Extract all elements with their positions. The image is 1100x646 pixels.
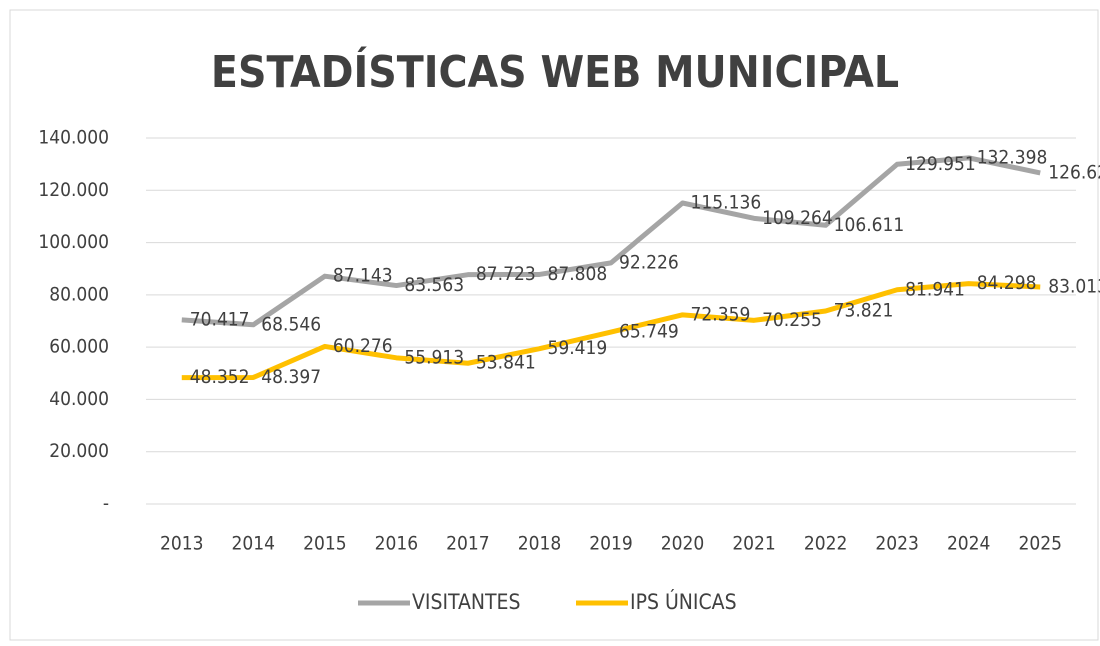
data-label: 83.013 [1048, 275, 1100, 297]
y-tick-label: 60.000 [49, 336, 109, 358]
series-line [181, 281, 1041, 381]
data-label: 132.398 [977, 146, 1048, 168]
data-label: 92.226 [619, 251, 679, 273]
data-label: 48.352 [190, 366, 250, 388]
x-tick-label: 2013 [160, 533, 204, 555]
chart-title: ESTADÍSTICAS WEB MUNICIPAL [211, 45, 899, 98]
data-label: 53.841 [476, 352, 536, 374]
y-tick-label: 80.000 [49, 283, 109, 305]
y-tick-label: 140.000 [38, 127, 109, 149]
legend-label: VISITANTES [412, 590, 520, 614]
data-label: 73.821 [834, 300, 894, 322]
data-label: 106.611 [834, 214, 905, 236]
data-label: 126.627 [1048, 161, 1100, 183]
data-label: 109.264 [762, 207, 833, 229]
data-label: 129.951 [905, 153, 976, 175]
x-tick-label: 2016 [375, 533, 419, 555]
x-tick-label: 2018 [518, 533, 562, 555]
y-tick-label: 40.000 [49, 388, 109, 410]
data-label: 72.359 [691, 303, 751, 325]
data-label: 83.563 [404, 274, 464, 296]
data-label: 65.749 [619, 321, 679, 343]
chart-border [9, 9, 1099, 641]
data-label: 55.913 [404, 346, 464, 368]
series-line [181, 155, 1041, 328]
data-label: 70.255 [762, 309, 822, 331]
data-label: 48.397 [261, 366, 321, 388]
x-tick-label: 2019 [589, 533, 633, 555]
y-tick-label: 20.000 [49, 440, 109, 462]
x-tick-label: 2015 [303, 533, 347, 555]
x-tick-label: 2021 [732, 533, 776, 555]
y-tick-label: 100.000 [38, 231, 109, 253]
y-tick-label: 120.000 [38, 179, 109, 201]
data-label: 59.419 [547, 337, 607, 359]
x-tick-label: 2017 [446, 533, 490, 555]
y-tick-label: - [103, 493, 109, 515]
legend-label: IPS ÚNICAS [630, 589, 737, 614]
x-tick-label: 2024 [947, 533, 991, 555]
data-label: 60.276 [333, 335, 393, 357]
data-label: 115.136 [691, 192, 762, 214]
x-tick-label: 2025 [1018, 533, 1062, 555]
x-tick-label: 2014 [232, 533, 276, 555]
x-tick-label: 2020 [661, 533, 705, 555]
data-label: 68.546 [261, 313, 321, 335]
data-label: 87.808 [547, 263, 607, 285]
data-label: 81.941 [905, 278, 965, 300]
x-tick-label: 2023 [875, 533, 919, 555]
data-label: 70.417 [190, 308, 250, 330]
x-tick-label: 2022 [804, 533, 848, 555]
data-label: 87.143 [333, 265, 393, 287]
data-label: 87.723 [476, 263, 536, 285]
data-label: 84.298 [977, 272, 1037, 294]
